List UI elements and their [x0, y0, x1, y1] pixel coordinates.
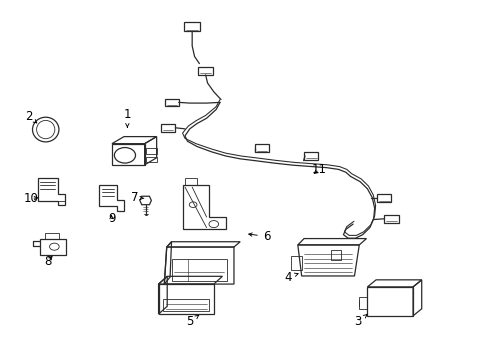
Bar [384, 215, 399, 223]
Bar [159, 284, 214, 314]
Text: 2: 2 [25, 110, 37, 123]
Text: 3: 3 [354, 315, 367, 328]
Text: 1: 1 [123, 108, 131, 127]
Bar [377, 194, 392, 202]
Text: 7: 7 [131, 191, 144, 204]
Bar [304, 152, 319, 160]
Text: 6: 6 [249, 230, 270, 243]
Text: 11: 11 [312, 163, 327, 176]
Bar [172, 259, 227, 280]
Bar [112, 144, 145, 165]
Bar [161, 124, 175, 132]
Bar [368, 287, 413, 316]
Text: 5: 5 [186, 315, 199, 328]
Text: 4: 4 [285, 270, 298, 284]
Text: 10: 10 [24, 192, 39, 205]
Bar [163, 298, 209, 311]
Bar [165, 99, 179, 106]
Bar [359, 297, 368, 309]
Bar [331, 249, 341, 260]
Text: 8: 8 [45, 255, 52, 267]
Bar [198, 67, 213, 75]
Text: 9: 9 [108, 212, 115, 225]
Bar [291, 256, 302, 270]
Bar [255, 144, 269, 152]
Bar [185, 22, 200, 31]
